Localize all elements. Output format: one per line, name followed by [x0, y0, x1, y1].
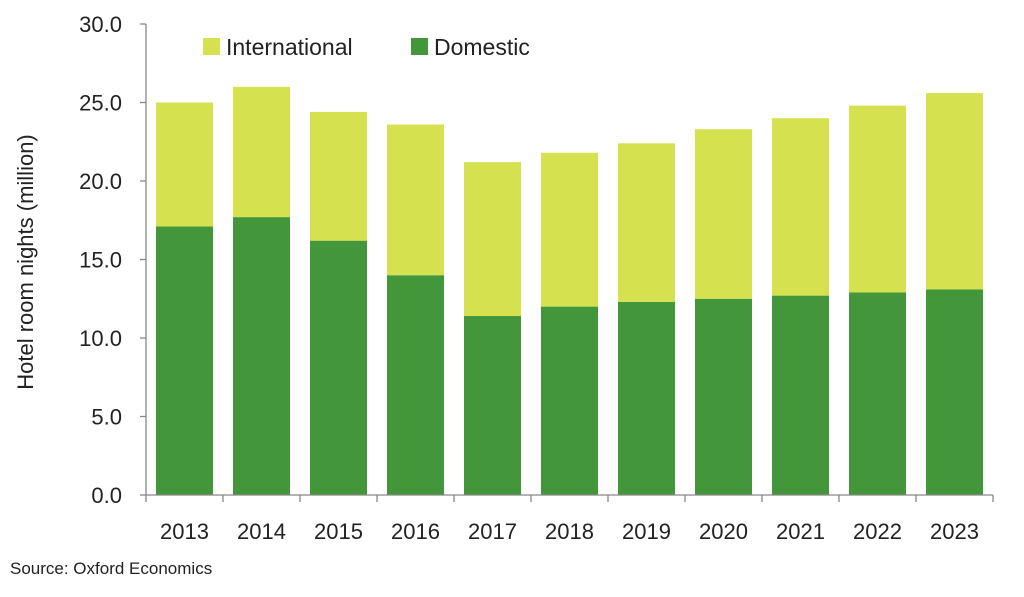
- bar-international-2023: [926, 93, 983, 290]
- bar-domestic-2023: [926, 289, 983, 495]
- bar-domestic-2013: [156, 226, 213, 495]
- legend-swatch-international: [203, 38, 220, 55]
- x-tick-label-2018: 2018: [545, 519, 594, 544]
- x-tick-label-2023: 2023: [930, 519, 979, 544]
- x-tick-label-2022: 2022: [853, 519, 902, 544]
- bar-international-2013: [156, 102, 213, 227]
- x-tick-label-2019: 2019: [622, 519, 671, 544]
- bar-domestic-2016: [387, 275, 444, 495]
- x-tick-label-2016: 2016: [391, 519, 440, 544]
- y-tick-label: 0.0: [91, 483, 122, 508]
- legend-swatch-domestic: [411, 38, 428, 55]
- bar-international-2022: [849, 105, 906, 293]
- legend: International Domestic: [203, 34, 530, 60]
- legend-label-international: International: [226, 34, 353, 60]
- bar-domestic-2018: [541, 306, 598, 495]
- x-tick-label-2014: 2014: [237, 519, 286, 544]
- x-ticks: 2013 2014 2015 2016 2017 2018 2019 2020 2021 2022…: [145, 495, 994, 544]
- x-tick-label-2020: 2020: [699, 519, 748, 544]
- bar-international-2016: [387, 124, 444, 276]
- x-tick-label-2013: 2013: [160, 519, 209, 544]
- bar-domestic-2020: [695, 298, 752, 495]
- y-tick-label: 30.0: [79, 12, 122, 37]
- bar-international-2018: [541, 152, 598, 307]
- x-tick-label-2015: 2015: [314, 519, 363, 544]
- bar-international-2015: [310, 111, 367, 241]
- bar-domestic-2022: [849, 292, 906, 495]
- y-tick-label: 20.0: [79, 169, 122, 194]
- legend-label-domestic: Domestic: [434, 34, 530, 60]
- bar-domestic-2019: [618, 301, 675, 495]
- source-note: Source: Oxford Economics: [10, 559, 212, 578]
- bars-layer: [156, 86, 983, 496]
- y-tick-label: 25.0: [79, 91, 122, 116]
- bar-domestic-2015: [310, 240, 367, 495]
- x-tick-label-2017: 2017: [468, 519, 517, 544]
- bar-international-2017: [464, 162, 521, 317]
- bar-domestic-2014: [233, 217, 290, 496]
- bar-domestic-2017: [464, 316, 521, 495]
- bar-domestic-2021: [772, 295, 829, 495]
- y-ticks: 0.0 5.0 10.0 15.0 20.0 25.0 30.0: [79, 12, 146, 508]
- bar-international-2020: [695, 129, 752, 299]
- bar-international-2014: [233, 86, 290, 218]
- bar-international-2021: [772, 118, 829, 296]
- y-tick-label: 5.0: [91, 405, 122, 430]
- y-tick-label: 15.0: [79, 248, 122, 273]
- x-tick-label-2021: 2021: [776, 519, 825, 544]
- bar-international-2019: [618, 143, 675, 302]
- y-tick-label: 10.0: [79, 326, 122, 351]
- y-axis-title: Hotel room nights (million): [13, 134, 38, 390]
